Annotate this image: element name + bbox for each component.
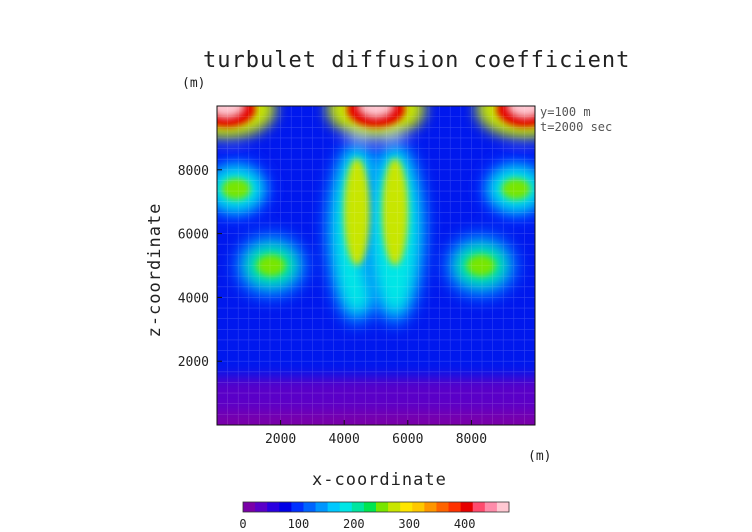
colorbar-tick-label: 300	[398, 517, 420, 531]
colorbar-segment	[472, 502, 486, 512]
colorbar: 0 100 200 300 400	[239, 501, 510, 531]
feature-right-arc-core	[466, 255, 496, 276]
plot-area	[217, 106, 535, 425]
colorbar-segment	[339, 502, 353, 512]
x-tick-label: 8000	[456, 432, 487, 447]
colorbar-segment	[424, 502, 437, 512]
colorbar-tick-label: 200	[343, 517, 365, 531]
x-tick-label: 2000	[265, 432, 296, 447]
colorbar-segment	[496, 502, 510, 512]
feature-top-right-corner-core	[509, 106, 535, 116]
colorbar-segment	[243, 502, 256, 512]
colorbar-segment	[291, 502, 304, 512]
colorbar-segment	[400, 502, 413, 512]
feature-left-plume-core	[344, 158, 370, 266]
colorbar-segment	[303, 502, 317, 512]
colorbar-segment	[255, 502, 268, 512]
colorbar-segment	[267, 502, 280, 512]
z-axis-unit: (m)	[182, 76, 206, 91]
y-tick-label: 8000	[178, 164, 209, 179]
x-tick-label: 6000	[392, 432, 423, 447]
feature-right-eddy-core	[501, 178, 531, 200]
x-axis-label: x-coordinate	[312, 470, 447, 490]
colorbar-segment	[376, 502, 389, 512]
feature-right-plume-core	[382, 158, 408, 266]
plot-frame	[216, 105, 536, 426]
feature-left-arc-core	[256, 255, 286, 276]
feature-top-center-core	[360, 106, 392, 116]
chart-title: turbulet diffusion coefficient	[203, 48, 631, 73]
feature-left-eddy-core	[221, 178, 251, 200]
y-tick-label: 2000	[178, 355, 209, 370]
feature-top-left-corner-core	[217, 106, 243, 116]
colorbar-segment	[388, 502, 401, 512]
x-axis-unit: (m)	[528, 449, 552, 464]
colorbar-segment	[436, 502, 450, 512]
y-tick-label: 4000	[178, 291, 209, 306]
x-tick-label: 4000	[329, 432, 360, 447]
colorbar-tick-label: 400	[454, 517, 476, 531]
colorbar-frame	[242, 501, 510, 513]
colorbar-segment	[412, 502, 425, 512]
y-tick-label: 6000	[178, 228, 209, 243]
annotation-y: y=100 m	[540, 105, 591, 119]
colorbar-segment	[279, 502, 292, 512]
colorbar-tick-label: 100	[288, 517, 310, 531]
annotation-time: t=2000 sec	[540, 120, 613, 134]
colorbar-segment	[315, 502, 329, 512]
colorbar-segment	[448, 502, 462, 512]
colorbar-tick-label: 0	[239, 517, 246, 531]
colorbar-segment	[460, 502, 474, 512]
feature-top-center-body	[347, 106, 405, 127]
colorbar-segment	[363, 502, 377, 512]
colorbar-segment	[351, 502, 365, 512]
colorbar-segment	[484, 502, 498, 512]
feature-lower-boundary-layer-base	[217, 412, 535, 425]
colorbar-segment	[327, 502, 341, 512]
